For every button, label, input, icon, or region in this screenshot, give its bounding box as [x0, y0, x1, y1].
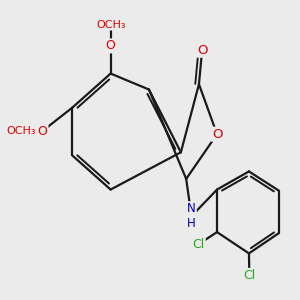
Text: N
H: N H: [187, 202, 196, 230]
Text: Cl: Cl: [243, 269, 256, 282]
Text: Cl: Cl: [193, 238, 205, 250]
Text: O: O: [38, 124, 47, 137]
Text: OCH₃: OCH₃: [7, 126, 36, 136]
Text: O: O: [212, 128, 222, 141]
Text: O: O: [106, 39, 116, 52]
Text: OCH₃: OCH₃: [96, 20, 125, 30]
Text: O: O: [197, 44, 207, 57]
